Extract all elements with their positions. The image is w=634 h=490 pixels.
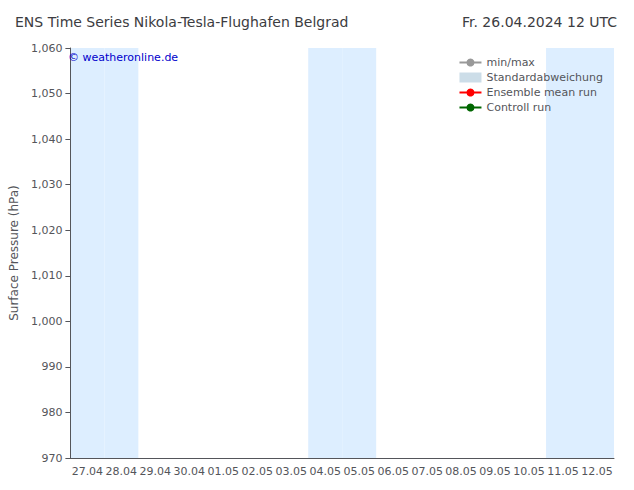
svg-text:980: 980 (41, 406, 62, 419)
svg-text:02.05: 02.05 (242, 465, 274, 478)
svg-text:Surface Pressure (hPa): Surface Pressure (hPa) (7, 185, 21, 321)
svg-text:05.05: 05.05 (343, 465, 375, 478)
svg-text:1,030: 1,030 (31, 178, 63, 191)
svg-text:09.05: 09.05 (479, 465, 511, 478)
svg-text:1,050: 1,050 (31, 87, 63, 100)
svg-text:Controll run: Controll run (486, 101, 551, 114)
svg-text:04.05: 04.05 (309, 465, 341, 478)
svg-text:1,060: 1,060 (31, 42, 63, 55)
svg-text:07.05: 07.05 (411, 465, 443, 478)
svg-text:1,010: 1,010 (31, 269, 63, 282)
svg-text:© weatheronline.de: © weatheronline.de (68, 51, 178, 64)
svg-text:1,040: 1,040 (31, 133, 63, 146)
svg-text:11.05: 11.05 (547, 465, 579, 478)
svg-text:29.04: 29.04 (140, 465, 172, 478)
svg-text:12.05: 12.05 (581, 465, 613, 478)
svg-text:1,000: 1,000 (31, 315, 63, 328)
svg-text:10.05: 10.05 (513, 465, 545, 478)
svg-text:28.04: 28.04 (106, 465, 137, 478)
svg-text:970: 970 (41, 452, 62, 465)
svg-text:1,020: 1,020 (31, 224, 63, 237)
svg-text:01.05: 01.05 (208, 465, 240, 478)
svg-text:03.05: 03.05 (275, 465, 307, 478)
svg-text:Ensemble mean run: Ensemble mean run (486, 86, 597, 99)
svg-text:Fr. 26.04.2024 12 UTC: Fr. 26.04.2024 12 UTC (462, 14, 617, 30)
svg-text:990: 990 (41, 360, 62, 373)
svg-text:30.04: 30.04 (174, 465, 206, 478)
svg-text:27.04: 27.04 (72, 465, 104, 478)
svg-text:08.05: 08.05 (445, 465, 477, 478)
svg-text:ENS Time Series Nikola-Tesla-F: ENS Time Series Nikola-Tesla-Flughafen B… (15, 14, 348, 30)
svg-text:Standardabweichung: Standardabweichung (486, 71, 603, 84)
svg-text:min/max: min/max (486, 56, 535, 69)
svg-text:06.05: 06.05 (377, 465, 409, 478)
